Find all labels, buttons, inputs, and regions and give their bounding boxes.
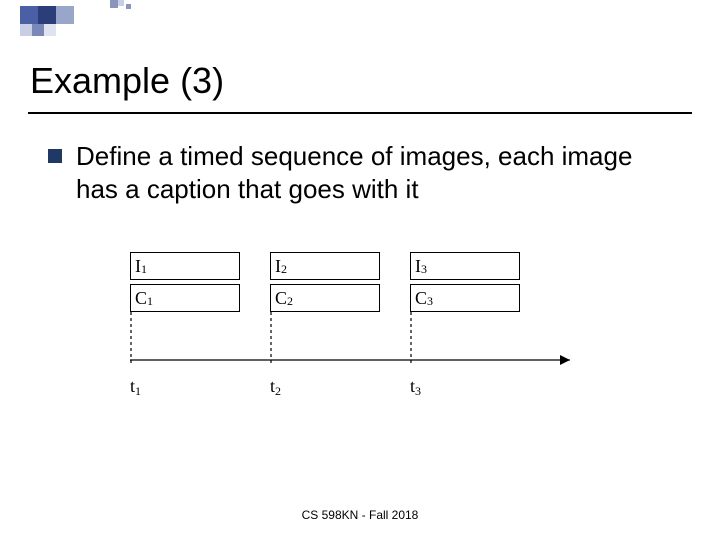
- caption-cell: C2: [270, 284, 380, 312]
- decor-square: [56, 6, 74, 24]
- image-cell: I2: [270, 252, 380, 280]
- slide: { "decor": { "squares": [ { "x": 20, "y"…: [0, 0, 720, 540]
- decor-square: [38, 6, 56, 24]
- caption-cell: C3: [410, 284, 520, 312]
- time-label: t1: [130, 376, 141, 397]
- image-cell: I1: [130, 252, 240, 280]
- slide-title: Example (3): [30, 60, 224, 102]
- decor-square: [126, 4, 131, 9]
- image-cell: I3: [410, 252, 520, 280]
- decor-square: [118, 0, 124, 6]
- square-bullet-icon: [48, 149, 62, 163]
- corner-decoration: [0, 0, 720, 48]
- decor-square: [110, 0, 118, 8]
- title-underline: [28, 112, 692, 114]
- caption-cell: C1: [130, 284, 240, 312]
- time-label: t2: [270, 376, 281, 397]
- decor-square: [32, 24, 44, 36]
- time-label: t3: [410, 376, 421, 397]
- decor-square: [20, 6, 38, 24]
- sequence-diagram: I1 C1 t1 I2 C2 t2 I3 C3 t3: [130, 252, 600, 412]
- decor-square: [20, 24, 32, 36]
- bullet-row: Define a timed sequence of images, each …: [48, 140, 668, 205]
- body-content: Define a timed sequence of images, each …: [48, 140, 668, 205]
- bullet-text: Define a timed sequence of images, each …: [76, 140, 668, 205]
- slide-footer: CS 598KN - Fall 2018: [0, 508, 720, 522]
- decor-square: [44, 24, 56, 36]
